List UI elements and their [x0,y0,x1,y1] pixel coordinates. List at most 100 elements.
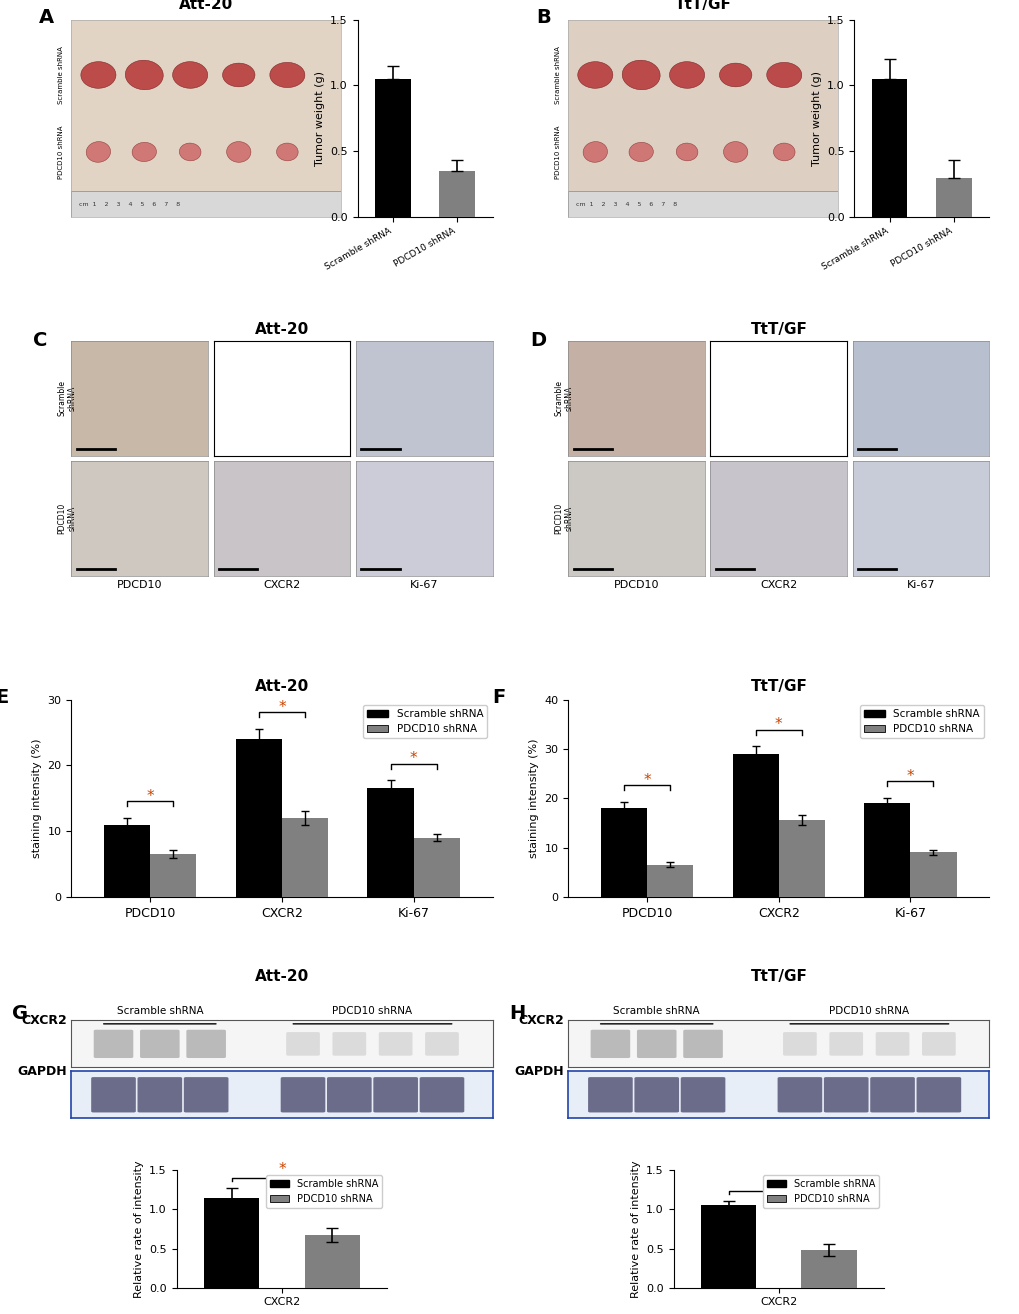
FancyBboxPatch shape [916,1077,960,1113]
FancyBboxPatch shape [378,1031,412,1055]
Y-axis label: Tumor weight (g): Tumor weight (g) [314,71,324,166]
FancyBboxPatch shape [425,1031,459,1055]
Y-axis label: Tumor weight (g): Tumor weight (g) [811,71,820,166]
Legend: Scramble shRNA, PDCD10 shRNA: Scramble shRNA, PDCD10 shRNA [762,1175,878,1208]
Bar [779,820,824,897]
Text: PDCD10 shRNA: PDCD10 shRNA [57,125,63,179]
Title: TtT/GF: TtT/GF [750,679,806,694]
Bar [375,79,411,217]
FancyBboxPatch shape [280,1077,325,1113]
X-axis label: PDCD10: PDCD10 [117,581,162,590]
FancyBboxPatch shape [186,1030,226,1058]
Title: TtT/GF: TtT/GF [750,322,806,336]
Text: *: * [643,773,650,788]
Text: PDCD10 shRNA: PDCD10 shRNA [554,125,560,179]
Y-axis label: Scramble
shRNA: Scramble shRNA [57,380,76,417]
Bar [568,192,838,217]
Bar [367,788,413,897]
Ellipse shape [87,142,110,163]
Ellipse shape [676,143,697,160]
Text: cm  1    2    3    4    5    6    7    8: cm 1 2 3 4 5 6 7 8 [576,202,677,206]
Text: *: * [410,752,417,766]
FancyBboxPatch shape [869,1077,914,1113]
Text: D: D [530,331,545,351]
FancyBboxPatch shape [94,1030,133,1058]
Text: H: H [508,1004,525,1022]
FancyBboxPatch shape [776,1077,821,1113]
Title: Att-20: Att-20 [255,322,309,336]
Text: Scramble shRNA: Scramble shRNA [116,1005,203,1016]
Ellipse shape [718,63,751,87]
FancyBboxPatch shape [419,1077,464,1113]
Ellipse shape [270,62,305,88]
FancyBboxPatch shape [683,1030,722,1058]
FancyBboxPatch shape [183,1077,228,1113]
Bar [600,808,647,897]
Text: CXCR2: CXCR2 [21,1014,67,1026]
Bar [910,853,956,897]
Text: GAPDH: GAPDH [514,1064,564,1077]
FancyBboxPatch shape [91,1077,136,1113]
FancyBboxPatch shape [138,1077,182,1113]
Ellipse shape [622,60,659,89]
Ellipse shape [81,62,116,88]
Ellipse shape [722,142,747,163]
Bar [204,1197,259,1288]
X-axis label: PDCD10: PDCD10 [613,581,658,590]
Bar [104,824,150,897]
Ellipse shape [629,142,653,162]
X-axis label: CXCR2: CXCR2 [759,581,797,590]
Ellipse shape [276,143,298,160]
Legend: Scramble shRNA, PDCD10 shRNA: Scramble shRNA, PDCD10 shRNA [859,704,983,738]
Bar [647,865,693,897]
Bar [281,817,328,897]
Text: *: * [278,1162,285,1177]
Y-axis label: PDCD10
shRNA: PDCD10 shRNA [554,503,574,533]
Ellipse shape [766,62,801,88]
Text: *: * [774,1175,782,1190]
Y-axis label: staining intensity (%): staining intensity (%) [529,738,538,858]
Text: Scramble shRNA: Scramble shRNA [57,46,63,104]
Text: Att-20: Att-20 [179,0,233,12]
FancyBboxPatch shape [332,1031,366,1055]
Text: Scramble shRNA: Scramble shRNA [554,46,560,104]
Text: G: G [12,1004,29,1022]
Text: cm  1    2    3    4    5    6    7    8: cm 1 2 3 4 5 6 7 8 [79,202,180,206]
Y-axis label: Relative rate of intensity: Relative rate of intensity [630,1160,640,1298]
FancyBboxPatch shape [680,1077,725,1113]
FancyBboxPatch shape [921,1031,955,1055]
Bar [439,171,475,217]
Bar [863,803,910,897]
Title: Att-20: Att-20 [255,679,309,694]
Title: Att-20: Att-20 [255,970,309,984]
Ellipse shape [222,63,255,87]
Text: A: A [39,8,54,26]
Bar [150,854,197,897]
FancyBboxPatch shape [588,1077,632,1113]
Ellipse shape [772,143,794,160]
FancyBboxPatch shape [286,1031,320,1055]
Legend: Scramble shRNA, PDCD10 shRNA: Scramble shRNA, PDCD10 shRNA [266,1175,382,1208]
Ellipse shape [668,62,704,88]
Bar [732,754,779,897]
Bar [235,738,281,897]
Ellipse shape [226,142,251,163]
Text: *: * [147,788,154,804]
Text: CXCR2: CXCR2 [518,1014,564,1026]
Ellipse shape [172,62,208,88]
Text: E: E [0,687,9,707]
FancyBboxPatch shape [634,1077,679,1113]
Ellipse shape [132,142,156,162]
FancyBboxPatch shape [875,1031,909,1055]
Y-axis label: staining intensity (%): staining intensity (%) [32,738,42,858]
Bar [413,837,460,897]
Y-axis label: PDCD10
shRNA: PDCD10 shRNA [57,503,76,533]
Text: TtT/GF: TtT/GF [675,0,731,12]
FancyBboxPatch shape [828,1031,862,1055]
Bar [71,192,341,217]
Title: TtT/GF: TtT/GF [750,970,806,984]
Text: F: F [492,687,505,707]
Text: B: B [535,8,550,26]
Text: PDCD10 shRNA: PDCD10 shRNA [332,1005,412,1016]
Bar [871,79,907,217]
